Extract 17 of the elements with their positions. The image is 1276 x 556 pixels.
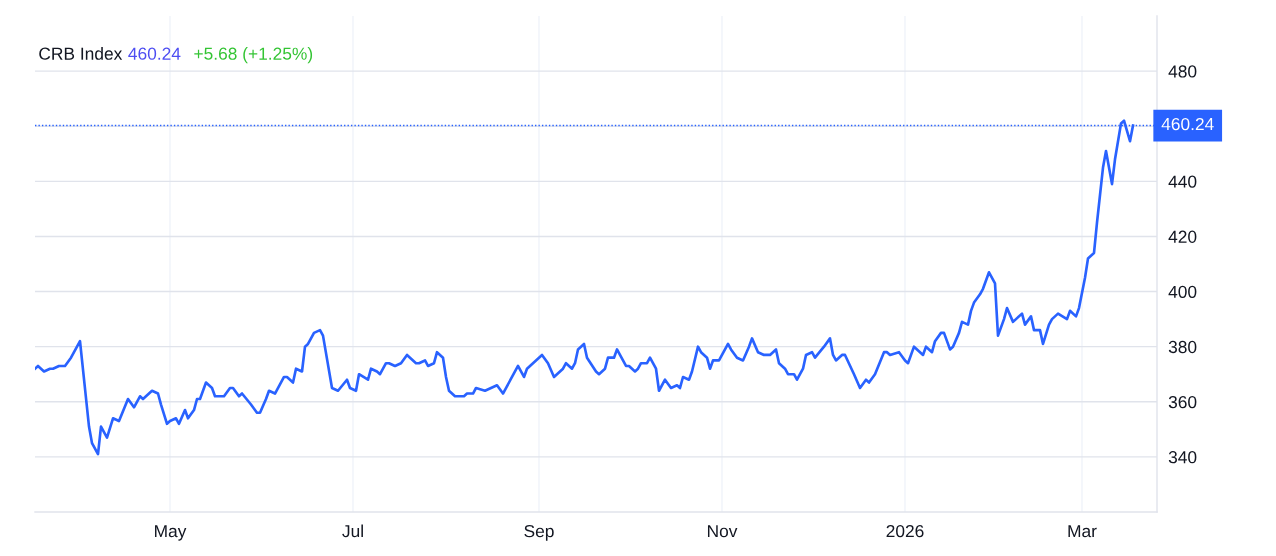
annotation: 460.24 xyxy=(128,47,181,60)
y-tick-label: 440 xyxy=(1168,175,1197,188)
x-tick-label: Jul xyxy=(342,524,363,538)
y-tick-label: 380 xyxy=(1168,340,1197,354)
x-tick-label: 2026 xyxy=(886,524,924,538)
x-tick-label: Sep xyxy=(524,524,554,541)
annotation: +5.68 (+1.25%) xyxy=(194,47,313,64)
y-tick-label: 340 xyxy=(1168,451,1197,464)
x-tick-label: May xyxy=(155,525,187,541)
y-tick-label: 480 xyxy=(1168,65,1197,78)
x-tick-label: Nov xyxy=(707,525,738,538)
y-tick-label: 420 xyxy=(1168,230,1197,243)
x-tick-label: Mar xyxy=(1068,525,1097,538)
ref-line-label: 460.24 xyxy=(1161,117,1214,131)
y-tick-label: 400 xyxy=(1168,285,1197,299)
text: CRB Index xyxy=(39,47,123,60)
y-tick-label: 360 xyxy=(1168,395,1197,409)
